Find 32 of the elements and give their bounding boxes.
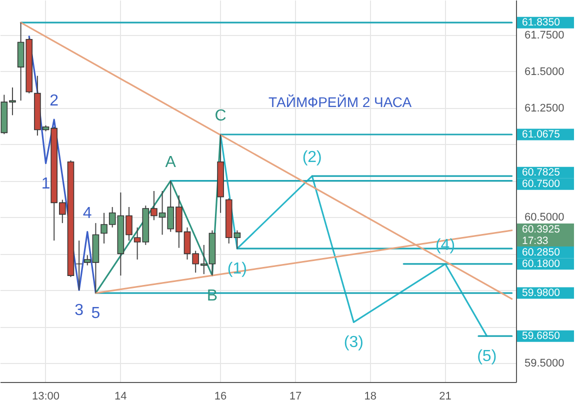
- text: ТАЙМФРЕЙМ 2 ЧАСА: [268, 94, 412, 110]
- y-tick-label: 59.6850: [522, 330, 560, 342]
- y-tick-label: 61.0675: [522, 128, 560, 140]
- y-tick-label: 61.8350: [522, 16, 560, 29]
- y-tick-label: 60.2850: [522, 246, 560, 258]
- annotation: (3): [344, 334, 364, 352]
- annotation: 2: [50, 92, 59, 110]
- annotation: (5): [477, 348, 497, 366]
- y-tick-label: 61.2500: [524, 102, 564, 114]
- annotation: 4: [82, 204, 92, 222]
- text: 17:33: [522, 234, 548, 247]
- y-tick-label: 60.1800: [522, 258, 560, 270]
- y-tick-label: 60.7500: [522, 178, 560, 190]
- x-tick-label: 16: [214, 390, 227, 402]
- x-tick-label: 21: [439, 390, 452, 402]
- annotation: A: [165, 154, 176, 171]
- y-tick-label: 59.5000: [524, 358, 564, 370]
- y-tick-label: 61.5000: [524, 66, 564, 78]
- y-tick-label: 60.5000: [524, 212, 564, 224]
- annotation: 5: [91, 305, 100, 322]
- x-tick-label: 17: [289, 390, 302, 402]
- annotation: 1: [41, 175, 50, 192]
- annotation: (2): [302, 149, 322, 166]
- x-tick-label: 18: [364, 390, 376, 402]
- y-tick-label: 61.7500: [524, 29, 564, 42]
- x-tick-label: 14: [114, 390, 127, 402]
- y-tick-label: 60.7825: [522, 166, 560, 179]
- annotation: C: [214, 108, 226, 124]
- y-tick-label: 59.9800: [522, 287, 560, 300]
- annotation: 3: [74, 302, 84, 320]
- x-tick-label: 13:00: [32, 390, 60, 402]
- y-tick-label: 60.3925: [522, 223, 560, 236]
